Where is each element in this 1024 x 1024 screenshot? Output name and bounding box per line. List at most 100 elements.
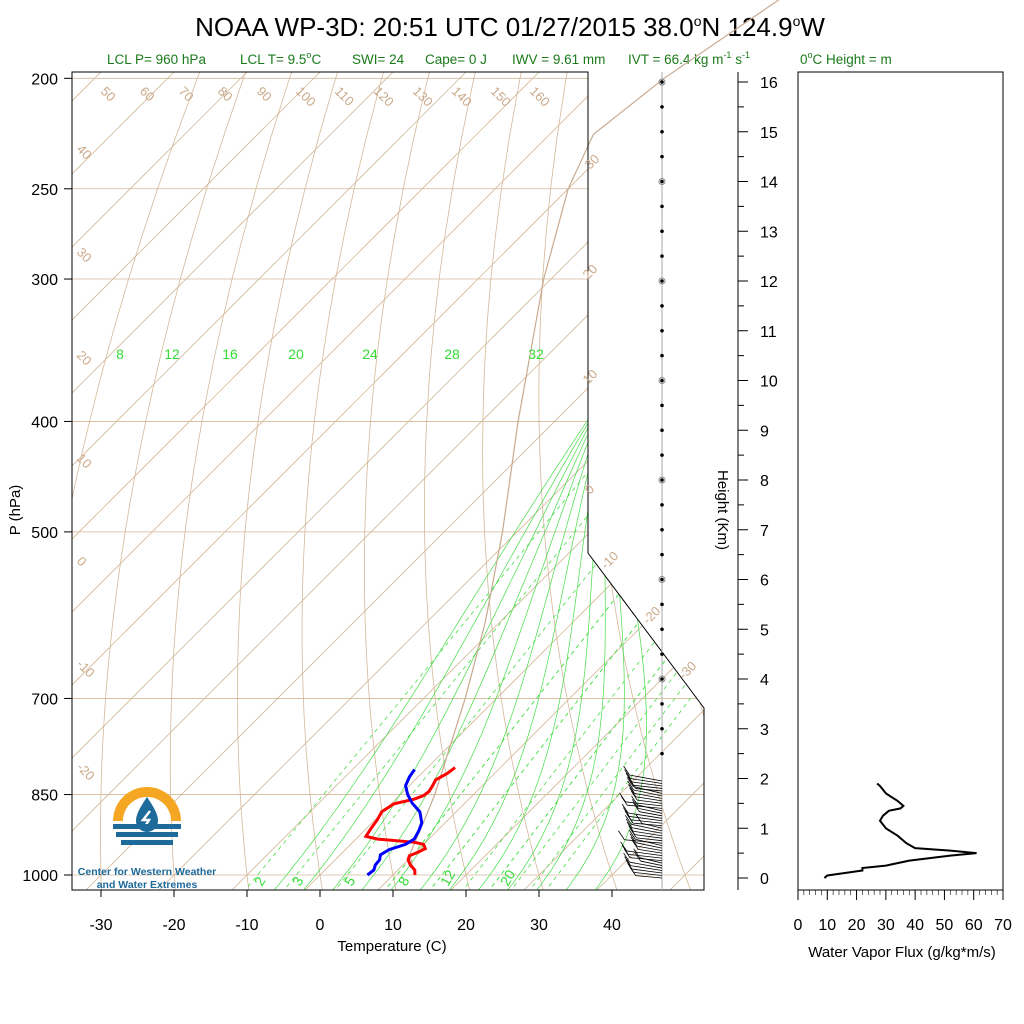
isotherm-top-label: 100 (293, 84, 319, 110)
dewpoint-profile-line (366, 768, 424, 877)
wind-barb-flag (633, 802, 640, 812)
wind-dot-marker (660, 328, 664, 333)
mixing-ratio-top-label: 20 (288, 346, 304, 362)
dry-adiabat (169, 72, 424, 890)
isotherm-lines (72, 0, 1024, 899)
mixing-ratio-line (276, 421, 665, 890)
flux-axis: 0 10 20 30 40 50 60 70 (794, 890, 1012, 934)
mixing-ratio-bottom-label: 5 (341, 874, 359, 889)
wind-barb (629, 816, 663, 822)
logo-text-line2: and Water Extremes (97, 879, 198, 891)
wind-barb-flag (634, 851, 641, 862)
wind-barb (630, 778, 663, 784)
isotherm-left-label: 40 (74, 142, 95, 163)
dry-adiabat (301, 72, 499, 890)
wind-ring-marker (658, 576, 666, 583)
wind-barb (631, 827, 663, 834)
flux-tick-label-0: 0 (794, 917, 803, 934)
wind-barb (625, 801, 663, 807)
logo-sun-arc (113, 787, 181, 821)
mixing-ratio-bottom-label: 2 (251, 874, 269, 889)
height-tick-label-6: 6 (760, 573, 769, 590)
wind-barb-flag (622, 807, 630, 817)
flux-axis-label: Water Vapor Flux (g/kg*m/s) (808, 944, 996, 961)
height-tick-label-2: 2 (760, 772, 769, 789)
wind-barb-flag (631, 795, 638, 806)
mixing-ratio-bottom-label: 12 (437, 867, 459, 889)
wind-barb-flag (625, 815, 632, 825)
pressure-tick-label-200: 200 (31, 71, 58, 88)
height-tick-label-10: 10 (760, 374, 778, 391)
dry-adiabat (843, 0, 1024, 899)
wind-barb (631, 781, 663, 787)
dry-adiabat (889, 0, 1024, 899)
wind-barb-flag (627, 780, 634, 791)
moist-adiabat (353, 168, 704, 890)
isotherm-line (72, 72, 512, 890)
logo-wave-1 (113, 824, 181, 829)
flux-tick-label-40: 40 (906, 917, 924, 934)
wind-barb (638, 807, 663, 814)
pressure-tick-label-300: 300 (31, 272, 58, 289)
stat-lcl-t: LCL T= 9.5oC (240, 50, 321, 67)
moist-adiabat (499, 168, 667, 890)
isotherm-right-label: 10 (580, 366, 601, 387)
moist-adiabat (558, 168, 642, 890)
flux-tick-label-10: 10 (818, 917, 836, 934)
isotherm-line (72, 72, 704, 890)
moist-adiabat (266, 168, 704, 890)
temp-tick-label--10: -10 (235, 917, 258, 934)
wind-barb (631, 823, 663, 832)
wind-barb (635, 796, 663, 802)
isotherm-top-label: 150 (488, 84, 514, 110)
wind-barb (634, 834, 663, 839)
isotherm-line (76, 72, 704, 890)
height-tick-label-9: 9 (760, 423, 769, 440)
wind-dot-marker (660, 229, 664, 234)
height-tick-label-8: 8 (760, 473, 769, 490)
mixing-ratio-top-label: 8 (116, 346, 124, 362)
wind-barb (632, 822, 663, 827)
isotherm-line (72, 72, 439, 890)
wind-barb (628, 812, 663, 819)
wind-barb-flag (619, 792, 626, 803)
wind-barb (627, 804, 663, 809)
mixing-ratio-line (539, 421, 704, 890)
skew-t-plot: 50 60 70 80 90 100 110 120 130 140 150 160403020100… (7, 0, 1024, 955)
wind-ring-marker (658, 277, 666, 285)
isotherm-top-label: 110 (332, 84, 357, 109)
wind-barb (636, 845, 663, 852)
wind-ring-marker (658, 476, 666, 484)
wind-barb-flag (624, 856, 631, 866)
isotherm-line (222, 72, 704, 890)
wind-barb (629, 774, 663, 782)
wind-dot-marker (660, 254, 664, 258)
wind-barb-flag (630, 790, 638, 801)
dry-adiabat (796, 0, 991, 899)
wind-barb (637, 804, 663, 812)
water-vapor-flux-plot: 0 10 20 30 40 50 60 70 Water Vapor Flux (g/kg*m… (794, 71, 1012, 961)
height-tick-label-5: 5 (760, 622, 769, 639)
wind-barb (626, 850, 663, 857)
wind-dot-marker (660, 105, 664, 109)
wind-barb (635, 875, 663, 879)
wind-dot-marker (660, 154, 664, 159)
temp-tick-label-0: 0 (316, 917, 325, 934)
wind-barb-flag (629, 830, 636, 840)
wind-barb (633, 784, 663, 789)
wind-barb (624, 839, 663, 844)
pressure-tick-label-1000: 1000 (22, 868, 58, 885)
isotherm-line (72, 72, 704, 890)
dry-adiabat (593, 72, 695, 890)
dry-adiabat (933, 0, 1024, 899)
height-tick-label-13: 13 (760, 224, 778, 241)
height-tick-label-15: 15 (760, 125, 778, 142)
wind-barb (637, 799, 663, 804)
temp-tick-label-40: 40 (603, 917, 621, 934)
dry-adiabat (72, 72, 348, 890)
wind-barb (635, 838, 663, 847)
dry-adiabat (424, 72, 575, 890)
isobar-lines (72, 77, 704, 876)
isotherm-line (72, 72, 704, 890)
isotherm-top-label: 50 (98, 84, 119, 105)
